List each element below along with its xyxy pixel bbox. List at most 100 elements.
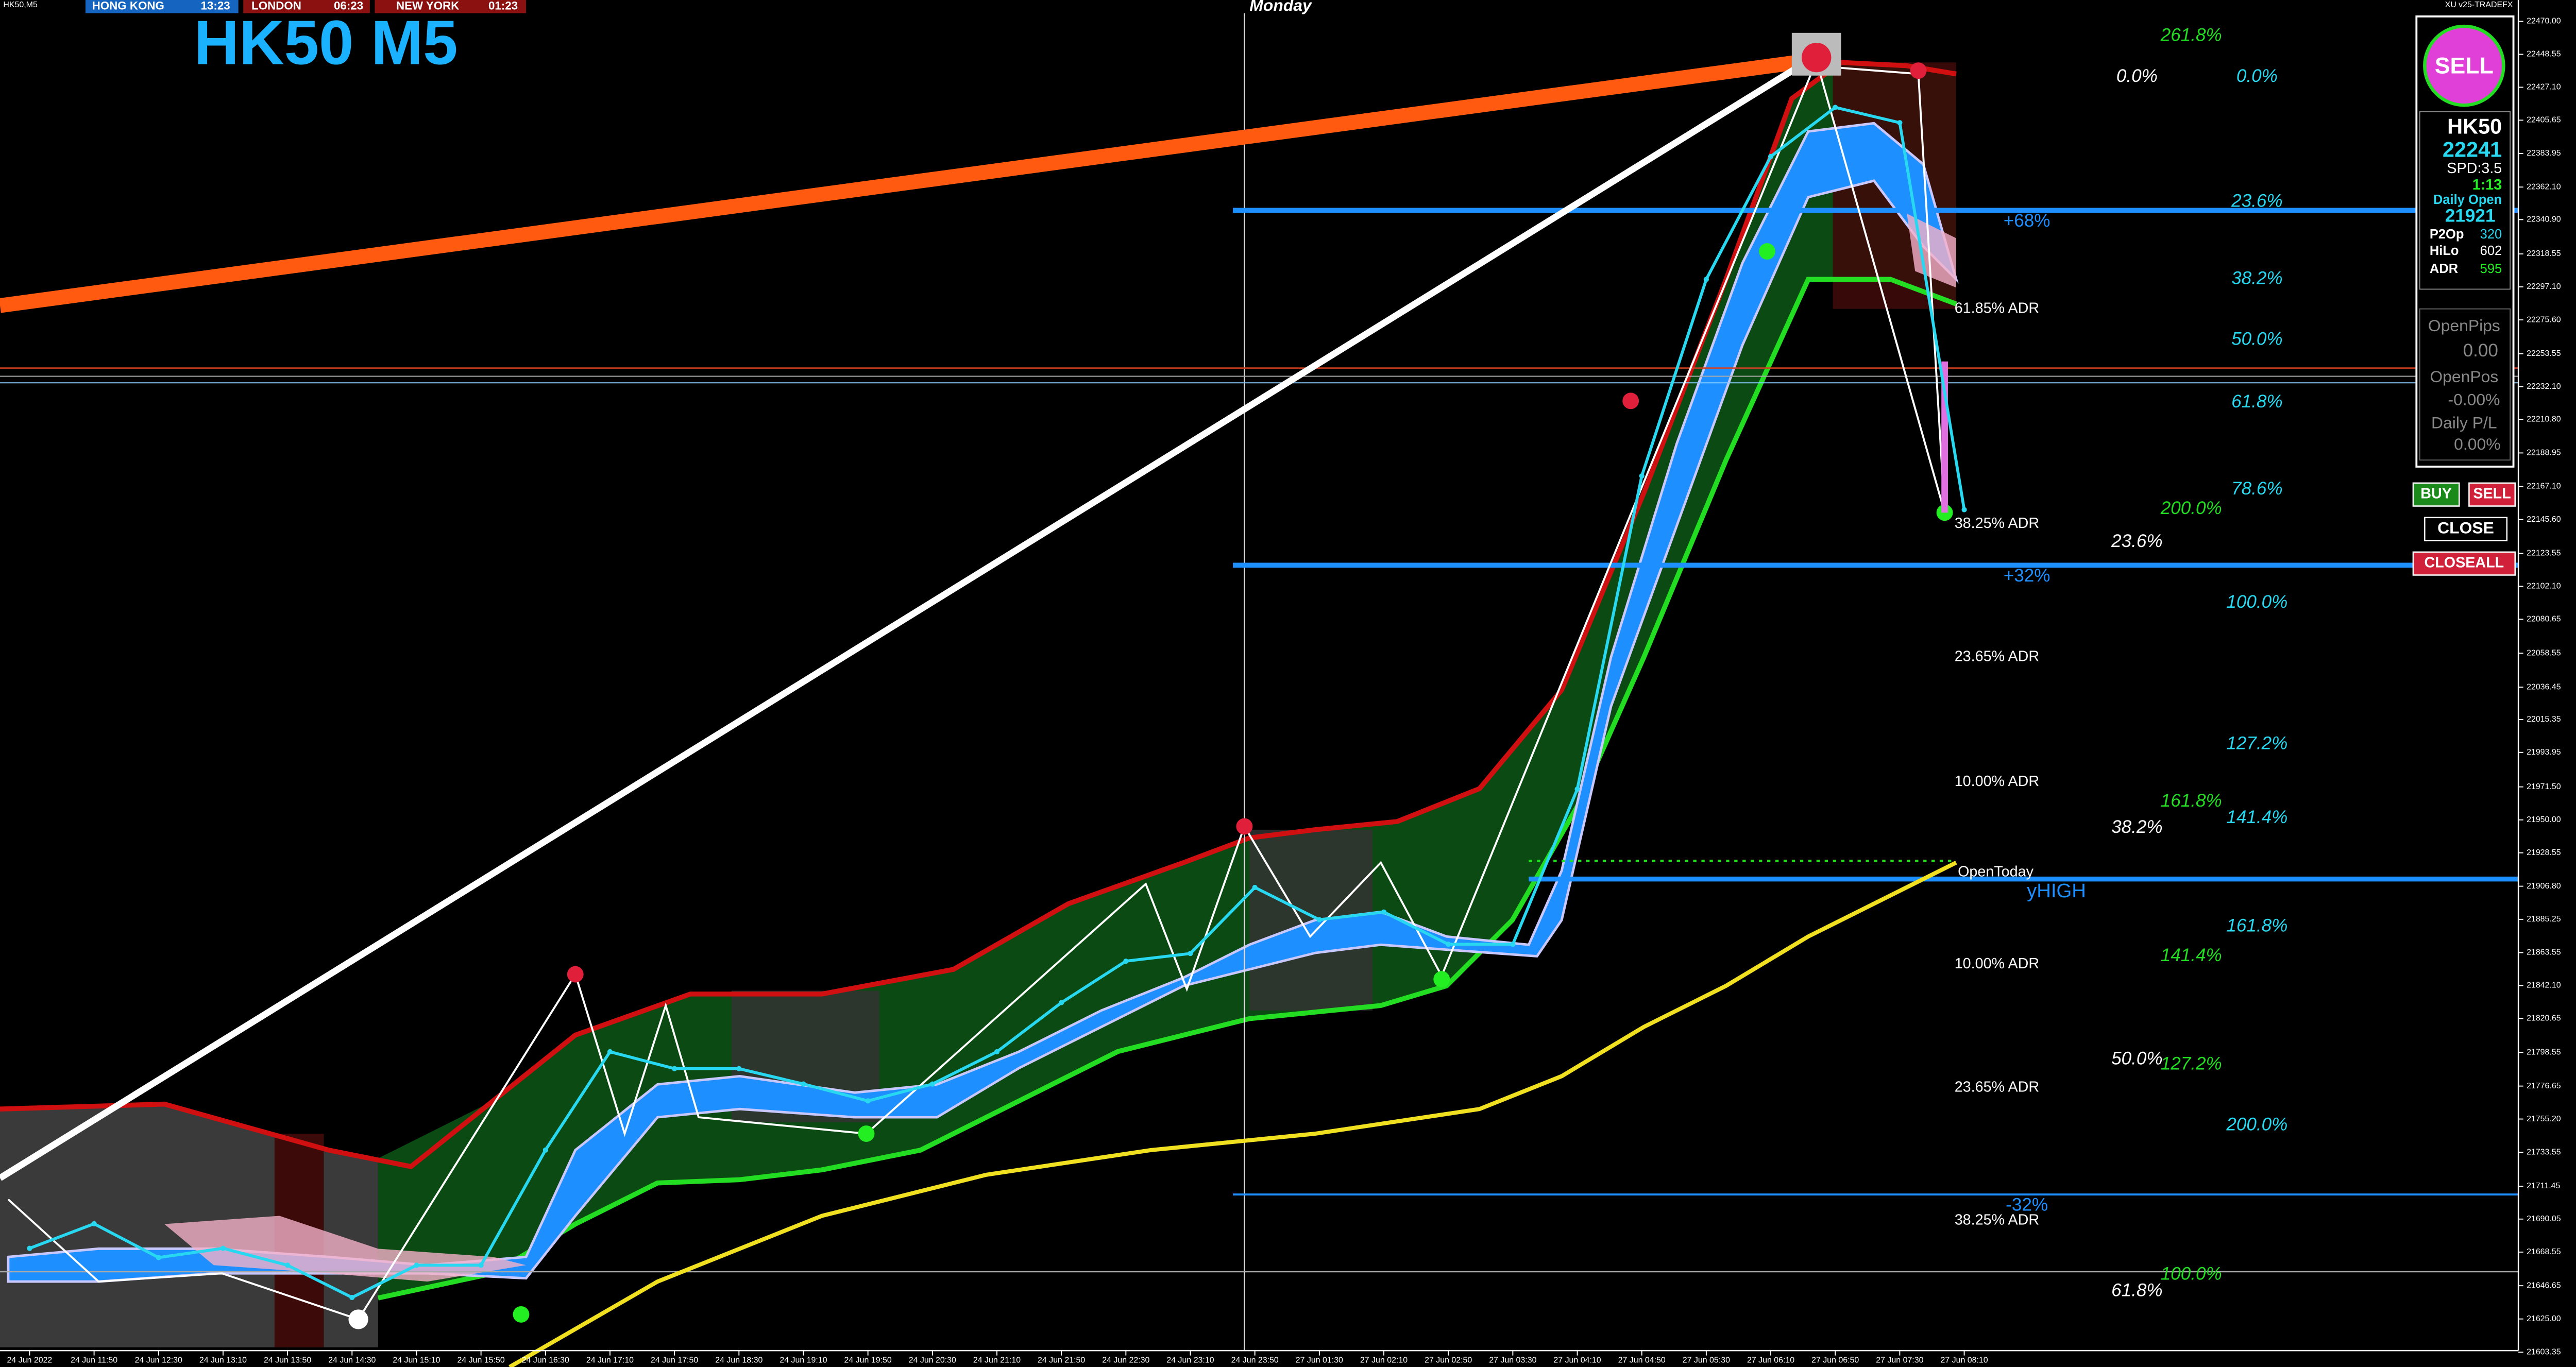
- x-tick-label: 24 Jun 12:30: [135, 1356, 182, 1364]
- price-point: [285, 1262, 291, 1268]
- x-tick-label: 24 Jun 16:30: [522, 1356, 569, 1364]
- x-tick-label: 27 Jun 02:10: [1360, 1356, 1408, 1364]
- y-tick-label: 22253.55: [2527, 349, 2561, 358]
- y-tick-label: 22080.65: [2527, 614, 2561, 623]
- day-label: Monday: [1249, 0, 1313, 14]
- fib-label: 0.0%: [2116, 66, 2158, 86]
- swing-high: [1910, 62, 1927, 79]
- price-point: [1446, 942, 1451, 947]
- daily-pl: 0.00%: [2454, 435, 2500, 453]
- adr-label: 23.65% ADR: [1955, 1079, 2039, 1095]
- y-tick-label: 22383.95: [2527, 149, 2561, 158]
- clock-box: [85, 0, 239, 13]
- price-point: [994, 1049, 1000, 1055]
- close-button[interactable]: [2424, 517, 2508, 541]
- fib-label: 23.6%: [2231, 191, 2282, 211]
- swing-low: [1433, 971, 1450, 988]
- adr-label: 38.25% ADR: [1955, 1212, 2039, 1228]
- price-point: [1961, 507, 1967, 512]
- y-tick-label: 21668.55: [2527, 1248, 2561, 1256]
- x-tick-label: 27 Jun 02:50: [1425, 1356, 1472, 1364]
- trend-line: [0, 58, 1810, 1181]
- y-tick-label: 21625.00: [2527, 1314, 2561, 1323]
- buy-button[interactable]: [2412, 482, 2460, 507]
- x-tick-label: 27 Jun 05:30: [1683, 1356, 1730, 1364]
- y-tick-label: 22297.10: [2527, 282, 2561, 291]
- price-point: [607, 1049, 613, 1055]
- x-tick-label: 24 Jun 23:10: [1166, 1356, 1214, 1364]
- fib-label: 200.0%: [2226, 1114, 2287, 1134]
- x-tick-label: 27 Jun 06:50: [1811, 1356, 1859, 1364]
- price-point: [478, 1262, 484, 1268]
- y-tick-label: 22015.35: [2527, 715, 2561, 724]
- fib-label: 100.0%: [2226, 592, 2287, 612]
- y-tick-label: 21755.20: [2527, 1115, 2561, 1123]
- price-point: [349, 1294, 355, 1301]
- adr-label: 61.85% ADR: [1955, 300, 2039, 316]
- x-tick-label: 27 Jun 06:10: [1747, 1356, 1794, 1364]
- fib-label: 23.6%: [2111, 531, 2162, 551]
- clock-city: HONG KONG: [92, 0, 164, 12]
- stat-value: 602: [2480, 244, 2502, 258]
- y-tick-label: 21842.10: [2527, 981, 2561, 990]
- y-tick-label: 22102.10: [2527, 582, 2561, 591]
- y-tick-label: 21646.65: [2527, 1281, 2561, 1290]
- swing-low: [348, 1309, 368, 1329]
- x-tick-label: 24 Jun 22:30: [1102, 1356, 1149, 1364]
- stat-label: ADR: [2430, 262, 2458, 276]
- lower-band: [377, 277, 1957, 1301]
- fib-label: 50.0%: [2231, 329, 2282, 349]
- clock-city: NEW YORK: [396, 0, 459, 12]
- x-tick-label: 24 Jun 13:50: [264, 1356, 311, 1364]
- level-label: +68%: [2004, 211, 2050, 231]
- stat-value: 320: [2480, 227, 2502, 242]
- price-point: [929, 1081, 935, 1087]
- y-tick-label: 22470.00: [2527, 17, 2561, 26]
- swing-high: [1801, 42, 1832, 73]
- y-tick-label: 22340.90: [2527, 215, 2561, 224]
- x-tick-label: 24 Jun 15:10: [393, 1356, 440, 1364]
- price-point: [1381, 909, 1387, 915]
- fib-label: 38.2%: [2111, 817, 2162, 837]
- trend-line: [0, 53, 1809, 313]
- y-tick-label: 21733.55: [2527, 1148, 2561, 1156]
- x-tick-label: 24 Jun 21:10: [973, 1356, 1021, 1364]
- x-tick-label: 27 Jun 01:30: [1296, 1356, 1343, 1364]
- y-tick-label: 22362.10: [2527, 182, 2561, 191]
- signal: SELL: [2435, 54, 2494, 79]
- stat-label: P2Op: [2430, 227, 2464, 242]
- x-tick-label: 27 Jun 04:50: [1618, 1356, 1666, 1364]
- closeall-button-label[interactable]: CLOSEALL: [2424, 555, 2504, 571]
- y-tick-label: 21950.00: [2527, 815, 2561, 824]
- panel-symbol: HK50: [2447, 114, 2502, 139]
- y-tick-label: 21928.55: [2527, 848, 2561, 857]
- daily-pl-label: Daily P/L: [2431, 413, 2497, 432]
- x-tick-label: 24 Jun 17:50: [651, 1356, 698, 1364]
- price-point: [156, 1255, 161, 1260]
- fib-label: 61.8%: [2111, 1280, 2162, 1301]
- swing-low: [513, 1306, 530, 1323]
- clock-time: 13:23: [201, 0, 230, 12]
- close-button-label[interactable]: CLOSE: [2437, 519, 2494, 537]
- account-box: [2419, 308, 2511, 461]
- y-tick-label: 22167.10: [2527, 482, 2561, 491]
- open-today: OpenToday: [1958, 863, 2033, 880]
- y-tick-label: 22058.55: [2527, 648, 2561, 657]
- y-tick-label: 22210.80: [2527, 415, 2561, 423]
- fib-label: 141.4%: [2226, 807, 2287, 827]
- y-tick-label: 22123.55: [2527, 549, 2561, 558]
- buy-button-label[interactable]: BUY: [2420, 486, 2452, 502]
- closeall-button[interactable]: [2412, 551, 2516, 576]
- swing-low: [1759, 243, 1775, 260]
- daily-open: 21921: [2445, 206, 2496, 226]
- fib-label: 161.8%: [2226, 915, 2287, 935]
- sell-button[interactable]: [2468, 482, 2516, 507]
- panel-price: 22241: [2443, 137, 2502, 161]
- clock-time: 01:23: [488, 0, 518, 12]
- fib-label: 127.2%: [2161, 1053, 2222, 1073]
- y-tick-label: 21820.65: [2527, 1014, 2561, 1023]
- y-tick-label: 21776.65: [2527, 1082, 2561, 1090]
- fib-label: 38.2%: [2231, 268, 2282, 288]
- sell-button-label[interactable]: SELL: [2473, 486, 2511, 502]
- swing-low: [858, 1125, 875, 1142]
